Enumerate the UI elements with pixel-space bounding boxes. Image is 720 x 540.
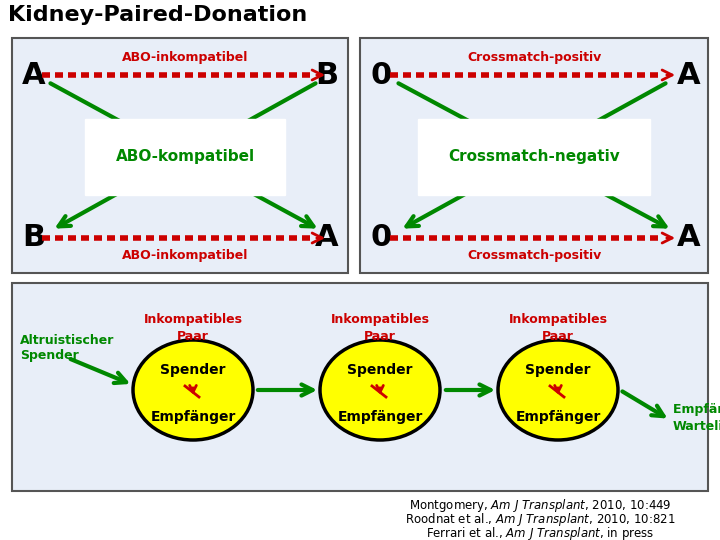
Text: Altruistischer
Spender: Altruistischer Spender (20, 334, 114, 362)
Bar (12, 283, 708, 491)
Text: ABO-kompatibel: ABO-kompatibel (115, 150, 255, 165)
Ellipse shape (320, 340, 440, 440)
Text: Roodnat et al., $\it{Am\ J\ Transplant}$, 2010, 10:821: Roodnat et al., $\it{Am\ J\ Transplant}$… (405, 510, 675, 528)
Bar (12, 38, 348, 273)
Text: B: B (315, 60, 338, 90)
Text: A: A (22, 60, 45, 90)
Text: Inkompatibles
Paar: Inkompatibles Paar (143, 313, 243, 343)
Ellipse shape (498, 340, 618, 440)
Text: Spender: Spender (526, 363, 590, 377)
Text: Kidney-Paired-Donation: Kidney-Paired-Donation (8, 5, 307, 25)
Text: Crossmatch-negativ: Crossmatch-negativ (448, 150, 620, 165)
Text: A: A (315, 224, 338, 253)
Text: Inkompatibles
Paar: Inkompatibles Paar (508, 313, 608, 343)
Text: Ferrari et al., $\it{Am\ J\ Transplant}$, in press: Ferrari et al., $\it{Am\ J\ Transplant}$… (426, 524, 654, 540)
Text: 0: 0 (370, 224, 391, 253)
Text: B: B (22, 224, 45, 253)
Ellipse shape (133, 340, 253, 440)
Bar (360, 38, 708, 273)
Text: Crossmatch-positiv: Crossmatch-positiv (468, 248, 602, 261)
Text: Inkompatibles
Paar: Inkompatibles Paar (330, 313, 430, 343)
Text: Empfänger: Empfänger (337, 410, 423, 424)
Text: Crossmatch-positiv: Crossmatch-positiv (468, 51, 602, 64)
Text: A: A (676, 224, 700, 253)
Text: 0: 0 (370, 60, 391, 90)
Text: Empfänger auf
Warteliste: Empfänger auf Warteliste (673, 403, 720, 433)
Text: Spender: Spender (161, 363, 226, 377)
Text: ABO-inkompatibel: ABO-inkompatibel (122, 51, 248, 64)
Text: Spender: Spender (347, 363, 413, 377)
Text: Empfänger: Empfänger (150, 410, 235, 424)
Text: Empfänger: Empfänger (516, 410, 600, 424)
Text: A: A (676, 60, 700, 90)
Text: ABO-inkompatibel: ABO-inkompatibel (122, 248, 248, 261)
Text: Montgomery, $\it{Am\ J\ Transplant}$, 2010, 10:449: Montgomery, $\it{Am\ J\ Transplant}$, 20… (409, 496, 671, 514)
